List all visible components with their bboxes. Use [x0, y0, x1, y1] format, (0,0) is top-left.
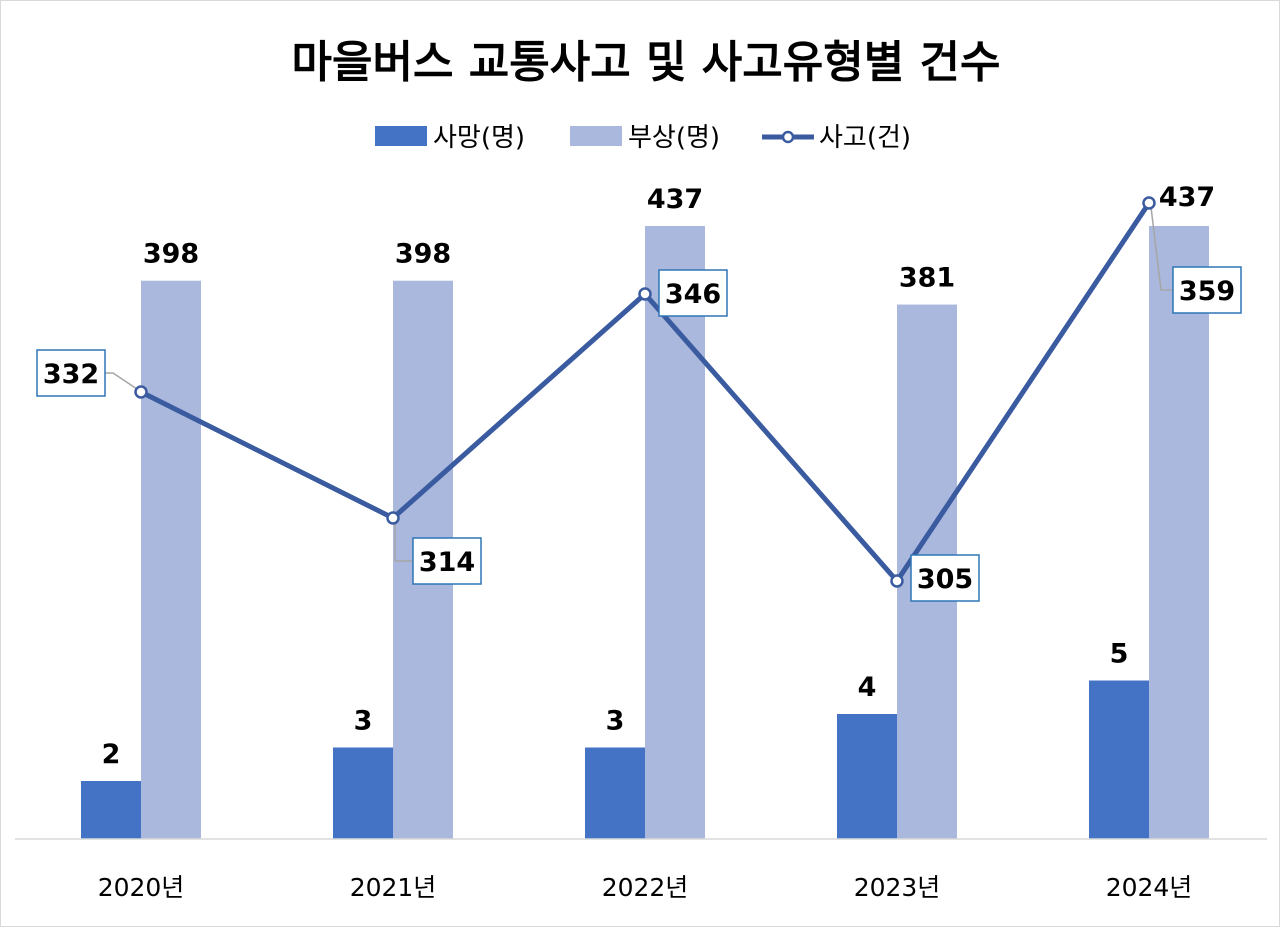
data-label-box-accidents-1: [412, 537, 482, 585]
data-label-box-accidents-3: [910, 554, 980, 602]
category-label-4: 2024년: [1106, 873, 1193, 902]
data-label-accidents-3: 305: [917, 564, 973, 595]
data-label-injuries-1: 398: [395, 239, 451, 270]
bar-deaths-0: [81, 781, 141, 839]
data-label-box-accidents-0: [36, 349, 106, 397]
marker-accidents-0: [134, 385, 148, 399]
marker-accidents-1: [386, 511, 400, 525]
line-series-group: 332 314 346 305 359: [36, 196, 1242, 602]
data-label-accidents-2: 346: [665, 279, 721, 310]
bars-group: [81, 226, 1209, 839]
data-label-deaths-4: 5: [1110, 639, 1129, 670]
data-label-box-accidents-4: [1172, 266, 1242, 314]
data-label-accidents-4: 359: [1179, 276, 1235, 307]
data-label-deaths-3: 4: [858, 672, 877, 703]
category-label-3: 2023년: [854, 873, 941, 902]
data-label-deaths-0: 2: [102, 739, 121, 770]
legend-label-accidents: 사고(건): [819, 123, 911, 153]
category-label-2: 2022년: [602, 873, 689, 902]
bar-deaths-3: [837, 714, 897, 839]
leader-line-accidents-1: [394, 522, 413, 562]
legend-label-injuries: 부상(명): [628, 123, 720, 153]
data-label-injuries-2: 437: [647, 184, 703, 215]
legend-swatch-deaths: [375, 126, 427, 146]
marker-accidents-2: [638, 287, 652, 301]
leader-line-accidents-0: [105, 372, 138, 390]
bar-injuries-0: [141, 280, 201, 839]
legend-label-deaths: 사망(명): [433, 123, 525, 153]
marker-accidents-4: [1142, 196, 1156, 210]
data-label-injuries-4: 437: [1159, 182, 1215, 213]
data-label-injuries-0: 398: [143, 239, 199, 270]
bar-labels-group: 2 3 3 4 5 398 398 437 381 437: [102, 182, 1216, 770]
category-label-1: 2021년: [350, 873, 437, 902]
bar-deaths-4: [1089, 680, 1149, 839]
chart-title: 마을버스 교통사고 및 사고유형별 건수: [292, 37, 1001, 88]
legend-swatch-injuries: [570, 126, 622, 146]
data-label-accidents-1: 314: [419, 547, 475, 578]
data-label-injuries-3: 381: [899, 263, 955, 294]
bar-deaths-2: [585, 747, 645, 839]
data-label-deaths-2: 3: [606, 706, 625, 737]
leader-line-accidents-4: [1150, 206, 1173, 291]
bar-injuries-4: [1149, 226, 1209, 839]
legend-marker-accidents: [781, 130, 795, 144]
bar-deaths-1: [333, 747, 393, 839]
data-label-box-accidents-2: [658, 269, 728, 317]
marker-accidents-3: [890, 574, 904, 588]
legend: 사망(명) 부상(명) 사고(건): [375, 123, 911, 153]
category-labels-group: 2020년 2021년 2022년 2023년 2024년: [98, 873, 1193, 902]
data-label-deaths-1: 3: [354, 706, 373, 737]
category-label-0: 2020년: [98, 873, 185, 902]
data-label-accidents-0: 332: [43, 359, 99, 390]
bar-injuries-2: [645, 226, 705, 839]
